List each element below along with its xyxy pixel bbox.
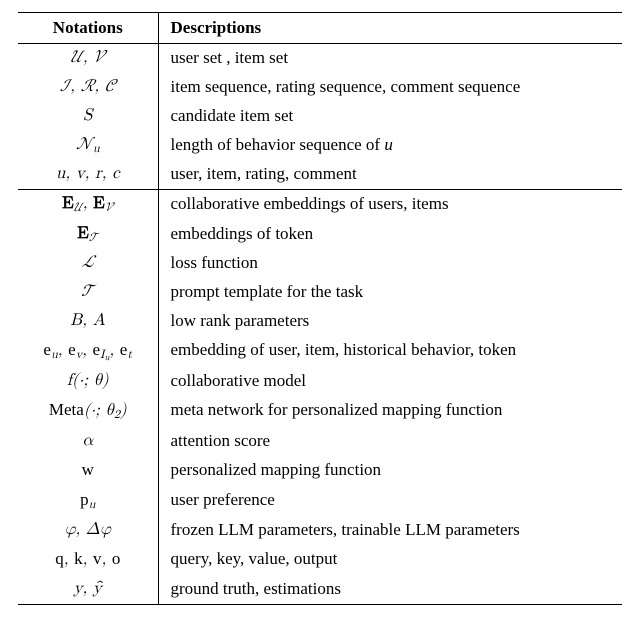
notation-cell: eu, ev, eIu, et [18,336,158,367]
description-cell: frozen LLM parameters, trainable LLM par… [158,516,622,545]
notation-table: Notations Descriptions 𝒰, 𝒱user set , it… [18,12,622,605]
table-row: q, k, v, oquery, key, value, output [18,545,622,575]
table-row: eu, ev, eIu, etembedding of user, item, … [18,336,622,367]
notation-cell: f(·; θ) [18,367,158,396]
col-header-notations: Notations [18,13,158,44]
description-cell: user, item, rating, comment [158,160,622,189]
notation-cell: E𝒰, E𝒱 [18,190,158,220]
notation-cell: ℐ, ℛ, 𝒞 [18,73,158,102]
description-cell: attention score [158,427,622,456]
description-cell: length of behavior sequence of u [158,131,622,161]
table-row: u, v, r, cuser, item, rating, comment [18,160,622,189]
notation-cell: φ, Δφ [18,516,158,545]
notation-cell: u, v, r, c [18,160,158,189]
description-cell: low rank parameters [158,307,622,336]
description-cell: ground truth, estimations [158,575,622,604]
description-cell: loss function [158,249,622,278]
description-cell: item sequence, rating sequence, comment … [158,73,622,102]
table-row: y, ŷground truth, estimations [18,575,622,604]
notation-cell: 𝒯 [18,278,158,307]
description-cell: query, key, value, output [158,545,622,575]
description-cell: user set , item set [158,44,622,73]
description-cell: embedding of user, item, historical beha… [158,336,622,367]
notation-cell: pu [18,486,158,517]
table-row: Meta(·; θ2)meta network for personalized… [18,396,622,427]
table-row: 𝒯prompt template for the task [18,278,622,307]
notation-cell: q, k, v, o [18,545,158,575]
description-cell: user preference [158,486,622,517]
notation-cell: 𝒰, 𝒱 [18,44,158,73]
table-body: 𝒰, 𝒱user set , item setℐ, ℛ, 𝒞item seque… [18,44,622,605]
notation-cell: y, ŷ [18,575,158,604]
table-row: f(·; θ)collaborative model [18,367,622,396]
table-row: E𝒯embeddings of token [18,220,622,250]
table-row: 𝒩ulength of behavior sequence of u [18,131,622,161]
description-cell: meta network for personalized mapping fu… [158,396,622,427]
table-row: φ, Δφfrozen LLM parameters, trainable LL… [18,516,622,545]
notation-cell: S [18,102,158,131]
table-row: αattention score [18,427,622,456]
table-row: 𝒰, 𝒱user set , item set [18,44,622,73]
notation-cell: B, A [18,307,158,336]
description-cell: collaborative model [158,367,622,396]
notation-cell: α [18,427,158,456]
notation-cell: w [18,456,158,486]
notation-cell: E𝒯 [18,220,158,250]
notation-cell: 𝒩u [18,131,158,161]
notation-cell: Meta(·; θ2) [18,396,158,427]
table-row: ℒloss function [18,249,622,278]
description-cell: personalized mapping function [158,456,622,486]
description-cell: embeddings of token [158,220,622,250]
table-row: puuser preference [18,486,622,517]
table-row: ℐ, ℛ, 𝒞item sequence, rating sequence, c… [18,73,622,102]
table-row: B, Alow rank parameters [18,307,622,336]
table-row: Scandidate item set [18,102,622,131]
notation-cell: ℒ [18,249,158,278]
description-cell: prompt template for the task [158,278,622,307]
description-cell: collaborative embeddings of users, items [158,190,622,220]
description-cell: candidate item set [158,102,622,131]
table-row: wpersonalized mapping function [18,456,622,486]
col-header-descriptions: Descriptions [158,13,622,44]
table-row: E𝒰, E𝒱collaborative embeddings of users,… [18,190,622,220]
